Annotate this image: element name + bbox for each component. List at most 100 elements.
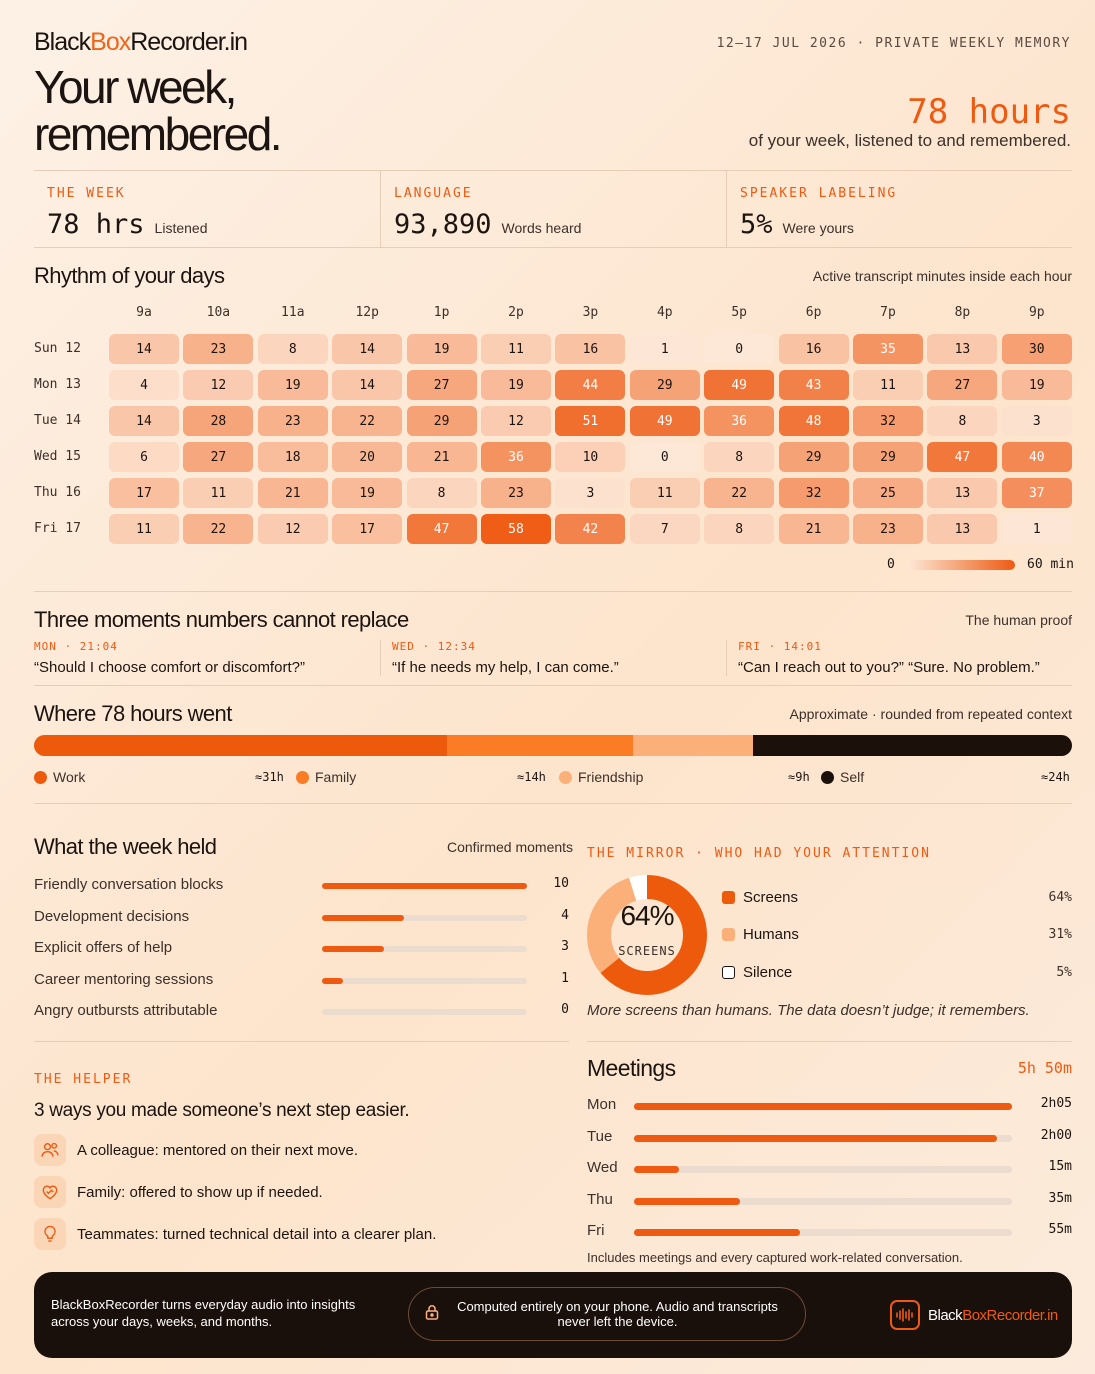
heatmap-cell: 14 [332,334,403,364]
hour-label: 5p [731,305,748,320]
hour-label: 4p [656,305,673,320]
heatmap-cell: 12 [183,370,254,400]
heatmap-cell: 14 [109,406,179,436]
moment-time: FRI · 14:01 [738,640,822,653]
held-bar [322,914,404,921]
heatmap-cell: 17 [109,478,179,508]
held-row: Friendly conversation blocks 10 [34,876,569,896]
day-label: Sun 12 [34,341,81,356]
footer-brand-name: BlackBoxRecorder.in [928,1306,1058,1324]
work-hours: ≈31h [255,770,284,784]
heatmap-cell: 25 [853,478,923,508]
heatmap-cell: 23 [481,478,551,508]
heatmap-cell: 27 [927,370,998,400]
held-count: 4 [561,907,569,923]
meeting-duration: 55m [1048,1222,1072,1237]
held-row: Explicit offers of help 3 [34,939,569,959]
heatmap-cell: 19 [481,370,551,400]
legend-work: Work [34,769,85,785]
meeting-track [634,1103,1012,1110]
meetings-note: Includes meetings and every captured wor… [587,1250,963,1265]
heatmap-cell: 58 [481,514,551,544]
heatmap-cell: 0 [704,334,775,364]
moment-card: WED · 12:34 “If he needs my help, I can c… [392,640,619,676]
heatmap-cell: 28 [183,406,254,436]
heatmap-cell: 14 [109,334,179,364]
heatmap-cell: 11 [629,478,700,508]
hour-label: 11a [281,305,305,320]
heatmap-cell: 12 [257,514,328,544]
heatmap-cell: 11 [853,370,923,400]
heatmap-cell: 19 [332,478,403,508]
meeting-row: Tue 2h00 [587,1128,1072,1148]
held-row: Career mentoring sessions 1 [34,971,569,991]
moment-time: WED · 12:34 [392,640,476,653]
heatmap-cell: 48 [778,406,849,436]
time-allocation-bar [34,735,1072,756]
helper-item-text: Teammates: turned technical detail into … [77,1225,437,1243]
meeting-row: Thu 35m [587,1191,1072,1211]
held-track [322,946,527,953]
mirror-title: THE MIRROR · WHO HAD YOUR ATTENTION [587,846,931,861]
day-label: Wed 15 [34,449,81,464]
heatmap-cell: 19 [257,370,328,400]
heatmap-cell: 32 [853,406,923,436]
divider [34,803,1072,804]
kpi-sub: Words heard [501,220,582,236]
mirror-item-screens: Screens 64% [722,889,1072,906]
kpi-sub: Were yours [782,220,854,236]
helper-item-text: Family: offered to show up if needed. [77,1183,323,1201]
heatmap-cell: 49 [629,406,700,436]
meeting-bar [634,1197,740,1205]
title-line-2: remembered. [34,108,283,160]
people-icon [34,1134,66,1166]
heatmap-cell: 47 [406,514,477,544]
held-label: Angry outbursts attributable [34,1002,218,1020]
heatmap-cell: 6 [109,442,179,472]
held-count: 1 [561,970,569,986]
heatmap-cell: 21 [406,442,477,472]
moment-card: FRI · 14:01 “Can I reach out to you?” “Su… [738,640,1040,676]
held-note: Confirmed moments [447,839,574,855]
total-hours: 78 hours [907,92,1071,132]
meeting-duration: 15m [1048,1159,1072,1174]
lock-icon [425,1304,439,1325]
bar-segment-work [34,735,447,756]
meeting-day: Fri [587,1222,605,1239]
hour-label: 7p [880,305,896,320]
heatmap-cell: 37 [1001,478,1072,508]
friendship-dot [559,770,572,784]
heart-handshake-icon [34,1176,66,1208]
heatmap-cell: 35 [853,334,923,364]
footer: BlackBoxRecorder turns everyday audio in… [34,1272,1072,1358]
heatmap-cell: 22 [332,406,403,436]
heatmap-cell: 12 [481,406,551,436]
rhythm-note: Active transcript minutes inside each ho… [812,268,1072,284]
heatmap-cell: 43 [778,370,849,400]
divider [380,170,381,248]
privacy-pill: Computed entirely on your phone. Audio a… [408,1287,806,1341]
meetings-total: 5h 50m [1017,1059,1072,1077]
hour-label: 6p [805,305,822,320]
divider [34,247,1072,248]
heatmap-cell: 19 [1001,370,1072,400]
footer-blurb: BlackBoxRecorder turns everyday audio in… [51,1297,356,1329]
kpi-value: 78 hrs [47,209,145,240]
meeting-row: Wed 15m [587,1159,1072,1179]
total-hours-caption: of your week, listened to and remembered… [748,131,1071,150]
meeting-row: Mon 2h05 [587,1096,1072,1116]
meeting-track [634,1166,1012,1173]
day-label: Thu 16 [34,485,81,500]
legend-family: Family [296,769,356,785]
kpi-label: THE WEEK [47,186,126,201]
heatmap-cell: 8 [257,334,328,364]
heatmap-cell: 22 [183,514,254,544]
brand-part-recorder: Recorder.in [130,28,248,56]
held-track [322,977,527,984]
meetings-title: Meetings [587,1055,676,1081]
where-title: Where 78 hours went [34,701,232,726]
held-label: Career mentoring sessions [34,970,214,988]
heatmap-cell: 29 [629,370,700,400]
heatmap-cell: 29 [778,442,849,472]
heatmap-cell: 8 [927,406,998,436]
